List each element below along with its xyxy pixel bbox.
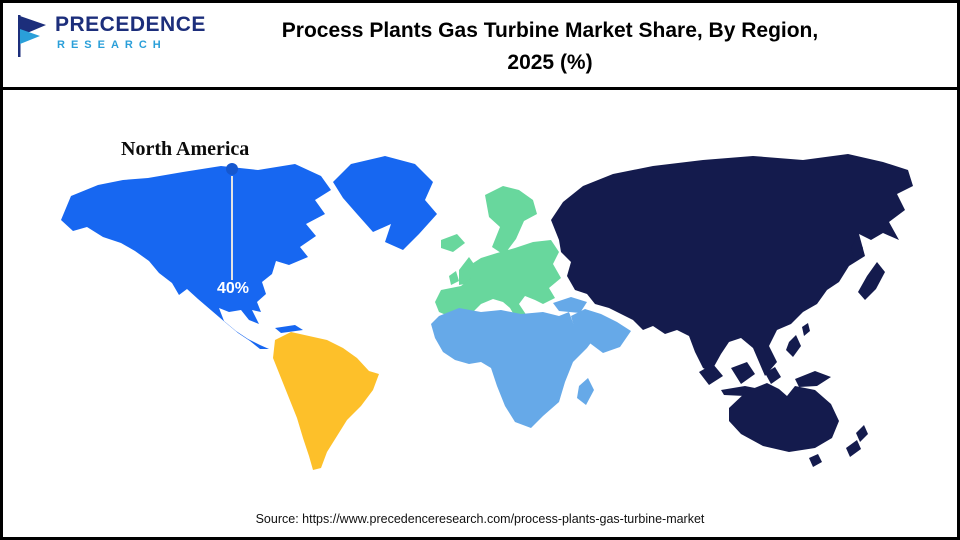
precedence-logo-icon [18, 15, 46, 57]
header: PRECEDENCE RESEARCH Process Plants Gas T… [3, 3, 957, 90]
region-scandinavia [485, 186, 537, 255]
region-africa [431, 308, 599, 428]
north-america-value: 40% [216, 280, 250, 297]
region-south-america [273, 332, 379, 470]
north-america-label: North America [121, 138, 250, 160]
callout-dot [226, 163, 238, 175]
region-caribbean [275, 325, 303, 333]
world-map: North America 40% [3, 90, 957, 500]
logo-text: PRECEDENCE RESEARCH [55, 13, 206, 51]
region-arabia [571, 309, 631, 353]
region-philippines [786, 335, 801, 357]
region-sulawesi [765, 367, 781, 384]
region-turkey [553, 297, 587, 313]
region-new-zealand-north [856, 425, 868, 442]
region-asia [551, 154, 913, 376]
logo-name: PRECEDENCE [55, 13, 206, 36]
region-europe-mainland [435, 240, 561, 320]
source-text: Source: https://www.precedenceresearch.c… [255, 512, 705, 526]
region-greenland [333, 156, 437, 250]
region-sumatra [699, 364, 723, 385]
region-ireland [449, 271, 459, 285]
region-iceland [441, 234, 465, 252]
chart-title-line1: Process Plants Gas Turbine Market Share,… [281, 19, 819, 42]
region-new-zealand-south [846, 440, 861, 457]
world-map-svg [61, 154, 913, 470]
chart-title: Process Plants Gas Turbine Market Share,… [183, 15, 917, 78]
region-new-guinea [795, 371, 831, 387]
region-madagascar [577, 378, 594, 405]
region-taiwan [802, 323, 810, 336]
logo-subtitle: RESEARCH [57, 39, 167, 52]
chart-title-line2: 2025 (%) [507, 50, 593, 74]
region-australia [729, 383, 839, 452]
region-japan [858, 262, 885, 300]
precedence-logo: PRECEDENCE RESEARCH [15, 13, 206, 59]
region-sakhalin [851, 236, 863, 262]
region-borneo [731, 362, 755, 384]
region-north-america [61, 164, 331, 349]
region-tasmania [809, 454, 822, 467]
